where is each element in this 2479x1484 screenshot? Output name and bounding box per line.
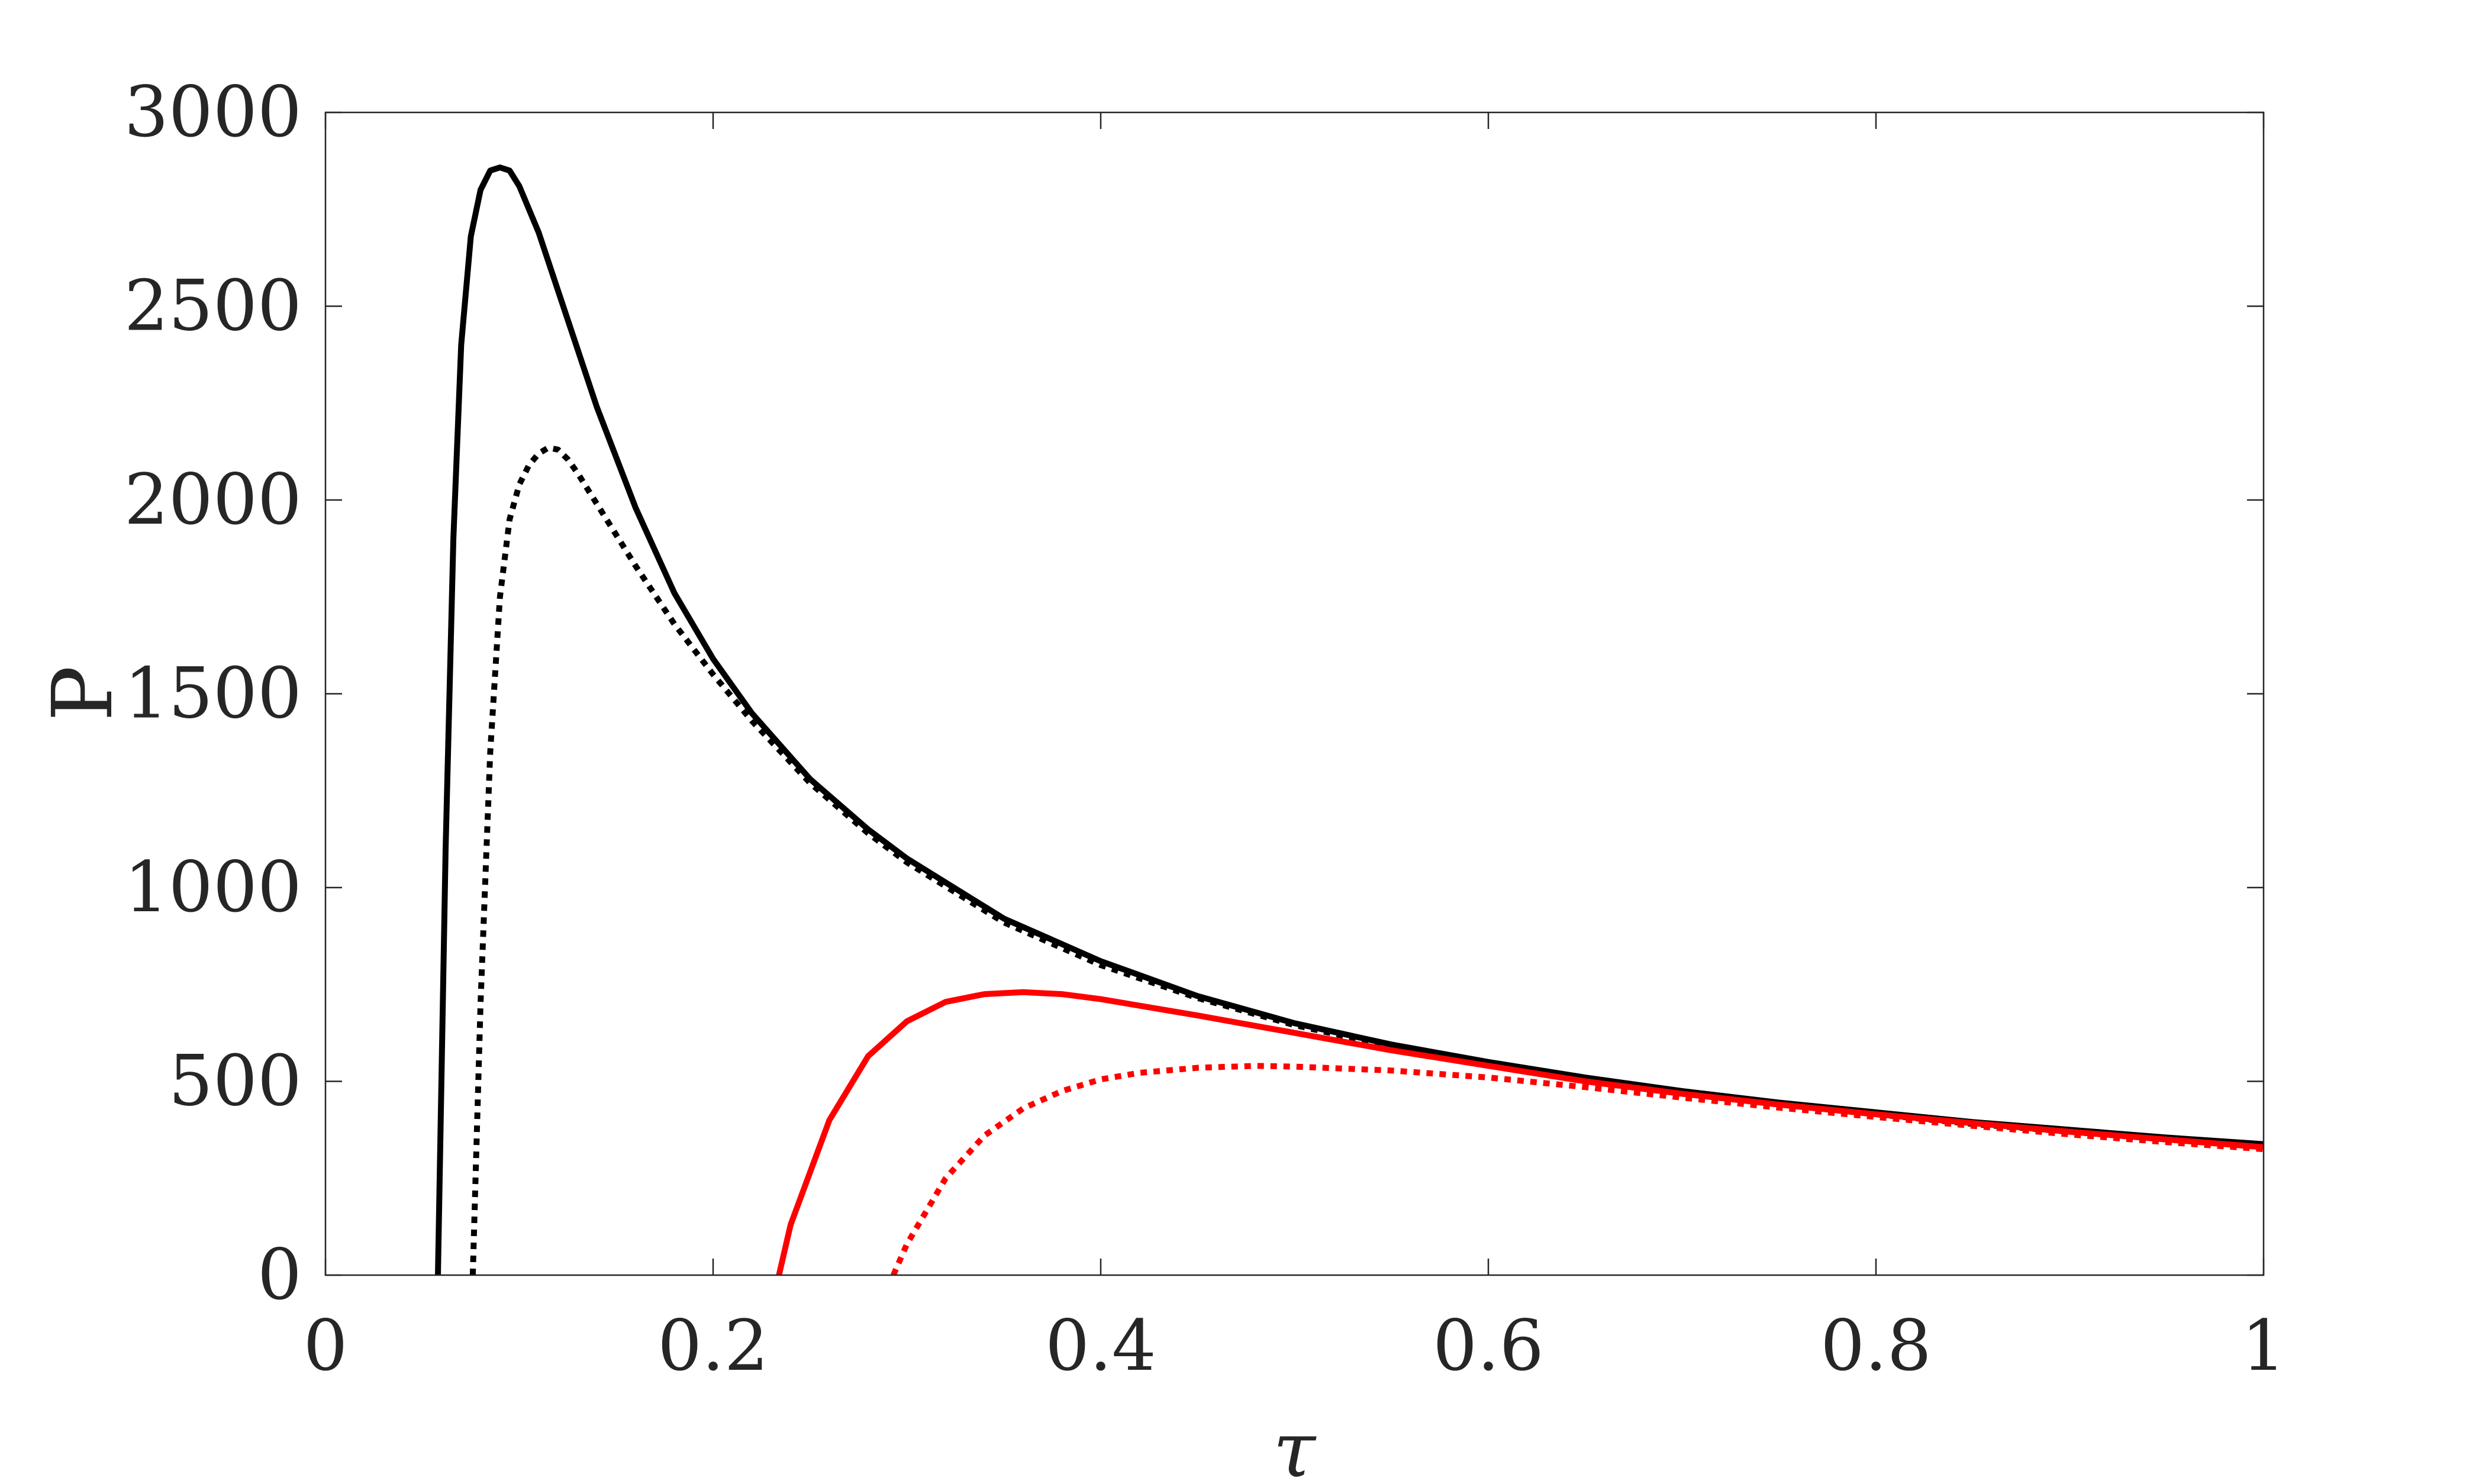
y-tick-label: 1500 <box>124 653 302 734</box>
series-layer <box>435 164 2264 1275</box>
y-tick-label: 0 <box>257 1234 302 1315</box>
series-line-4 <box>891 1063 2264 1275</box>
y-tick-label: 3000 <box>124 71 302 153</box>
x-tick-label: 0.6 <box>1433 1305 1544 1386</box>
y-tick-label: 500 <box>169 1040 302 1122</box>
y-tick-label: 2500 <box>124 265 302 347</box>
x-tick-labels: 0 0.2 0.4 0.6 0.8 1 <box>303 1305 2285 1386</box>
x-axis-label: τ <box>1273 1405 1317 1484</box>
y-tick-label: 1000 <box>124 846 302 928</box>
series-line-2 <box>469 444 2264 1275</box>
x-tick-label: 0 <box>303 1305 347 1386</box>
y-tick-label: 2000 <box>124 459 302 540</box>
x-tick-label: 0.4 <box>1045 1305 1156 1386</box>
x-tick-label: 1 <box>2241 1305 2285 1386</box>
y-tick-labels: 0 500 1000 1500 2000 2500 3000 <box>124 71 302 1315</box>
x-tick-label: 0.2 <box>657 1305 769 1386</box>
y-axis-label: P <box>35 666 131 721</box>
ticks-layer <box>324 111 2265 1276</box>
x-tick-label: 0.8 <box>1820 1305 1932 1386</box>
